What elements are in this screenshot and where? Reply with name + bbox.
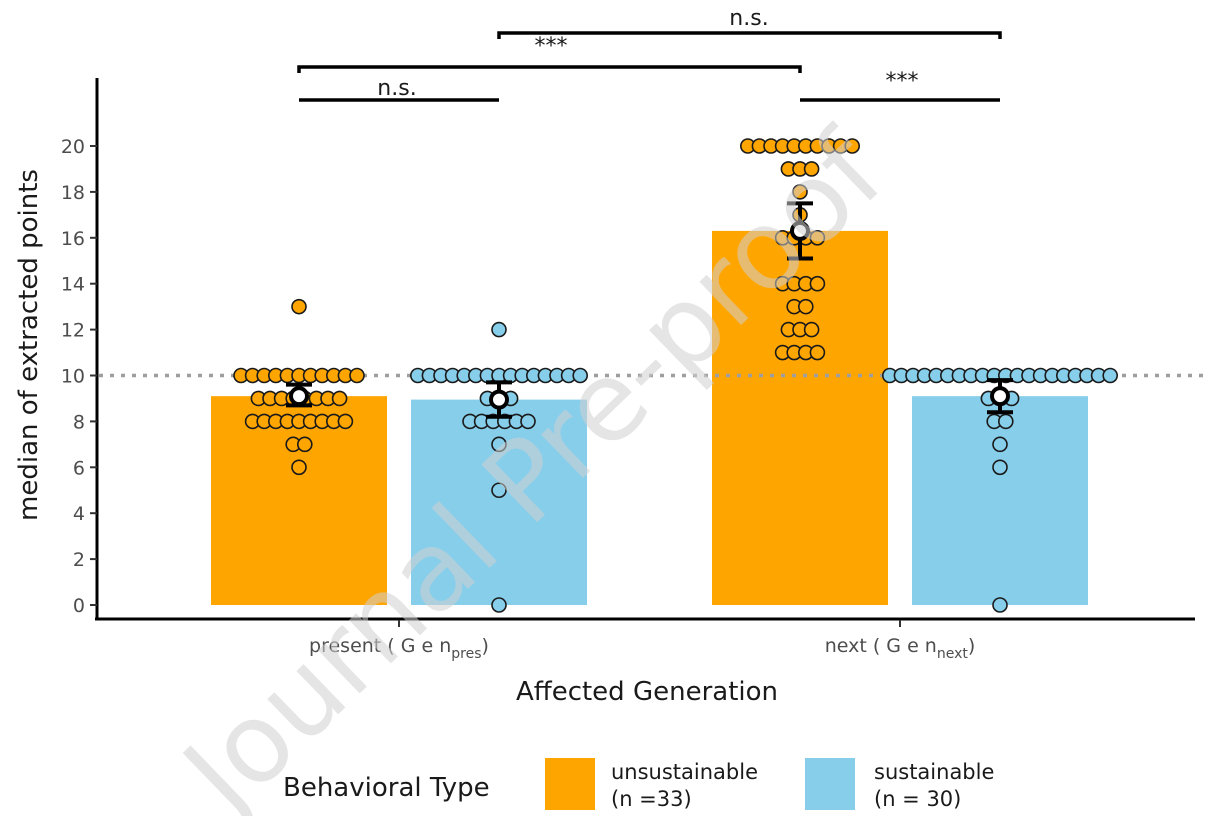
legend-label-unsustainable: unsustainable <box>611 760 758 784</box>
y-tick-label: 12 <box>61 320 85 342</box>
data-point <box>1102 367 1118 384</box>
data-point <box>809 230 826 246</box>
y-tick-label: 0 <box>73 595 85 617</box>
significance-label: n.s. <box>377 76 416 101</box>
significance-bracket <box>497 31 1002 39</box>
data-point <box>844 138 861 154</box>
legend-n-unsustainable: (n =33) <box>611 787 692 811</box>
significance-layer: n.s. *** n.s. *** <box>297 6 1002 102</box>
mean-marker <box>990 386 1010 407</box>
data-point <box>491 482 507 499</box>
bar-unsustainable-present <box>211 396 387 605</box>
y-tick-label: 2 <box>73 549 85 571</box>
data-point <box>792 184 808 200</box>
bars-layer <box>211 230 1088 606</box>
data-point <box>809 344 826 361</box>
data-point <box>809 275 826 292</box>
bar-sustainable-next <box>912 396 1088 605</box>
data-point <box>997 413 1014 430</box>
y-tick-label: 16 <box>61 228 85 250</box>
data-point <box>992 459 1008 476</box>
y-tick-label: 14 <box>61 274 85 296</box>
mean-marker <box>289 386 309 407</box>
y-tick-label: 10 <box>61 366 85 388</box>
y-tick-label: 20 <box>61 136 85 158</box>
x-axis-title: Affected Generation <box>516 677 778 707</box>
y-tick-label: 4 <box>73 503 85 525</box>
data-point <box>797 298 814 315</box>
legend-title: Behavioral Type <box>283 773 490 803</box>
legend-swatch-unsustainable <box>545 758 595 810</box>
y-tick-label: 6 <box>73 457 85 479</box>
legend-label-sustainable: sustainable <box>874 760 994 784</box>
legend: Behavioral Type unsustainable (n =33) su… <box>283 758 994 811</box>
data-point <box>491 597 507 613</box>
data-point <box>491 321 507 338</box>
y-tick-label: 18 <box>61 182 85 204</box>
error-bar-layer <box>286 201 1013 419</box>
bar-unsustainable-next <box>712 230 888 606</box>
data-point <box>331 390 348 407</box>
significance-label: n.s. <box>729 6 768 31</box>
data-point <box>291 298 307 315</box>
significance-bracket <box>297 65 802 73</box>
data-point <box>803 321 820 338</box>
data-point <box>349 367 365 384</box>
data-point <box>337 413 354 430</box>
y-tick-label: 8 <box>73 411 85 433</box>
x-tick-label-next: next ( G e nnext) <box>825 635 976 662</box>
significance-label: *** <box>886 69 919 94</box>
significance-label: *** <box>535 34 568 59</box>
mean-marker <box>489 389 509 410</box>
x-tick-label-present: present ( G e npres) <box>309 635 489 662</box>
data-point <box>296 436 313 453</box>
legend-n-sustainable: (n = 30) <box>874 787 961 811</box>
data-point <box>291 459 307 476</box>
data-point <box>803 161 820 177</box>
data-point <box>992 597 1008 613</box>
y-axis-title: median of extracted points <box>14 169 44 521</box>
legend-swatch-sustainable <box>805 758 855 810</box>
data-point <box>520 413 536 430</box>
axis-layer: 0 2 4 6 8 10 12 14 16 18 20 present ( G e npres) nex… <box>61 78 1195 662</box>
data-point <box>992 436 1008 453</box>
bar-sustainable-present <box>411 399 587 605</box>
mean-marker <box>790 220 810 241</box>
data-point <box>491 436 507 453</box>
data-point <box>572 367 589 384</box>
